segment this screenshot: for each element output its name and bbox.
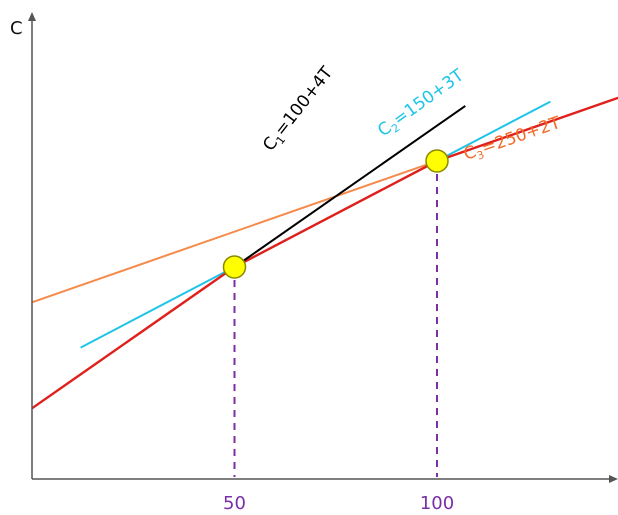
guide-lines [233, 160, 438, 477]
y-axis-label: C [10, 18, 23, 39]
intersection-markers [222, 149, 449, 279]
x-axis-arrow [609, 475, 618, 483]
axes: C [10, 12, 618, 483]
series-label-c2: C2=150+3T [374, 65, 469, 143]
intersection-marker-1 [222, 255, 247, 279]
series-layer [31, 96, 618, 410]
x-tick-label-50: 50 [223, 493, 246, 514]
intersection-marker-2 [425, 149, 449, 173]
series-line-c1 [233, 105, 466, 268]
x-tick-label-100: 100 [420, 493, 454, 514]
series-line-envelope [31, 96, 618, 410]
y-axis-arrow [28, 12, 36, 21]
tick-labels: 50 100 [223, 493, 454, 514]
series-label-c1: C1=100+4T [259, 63, 339, 157]
